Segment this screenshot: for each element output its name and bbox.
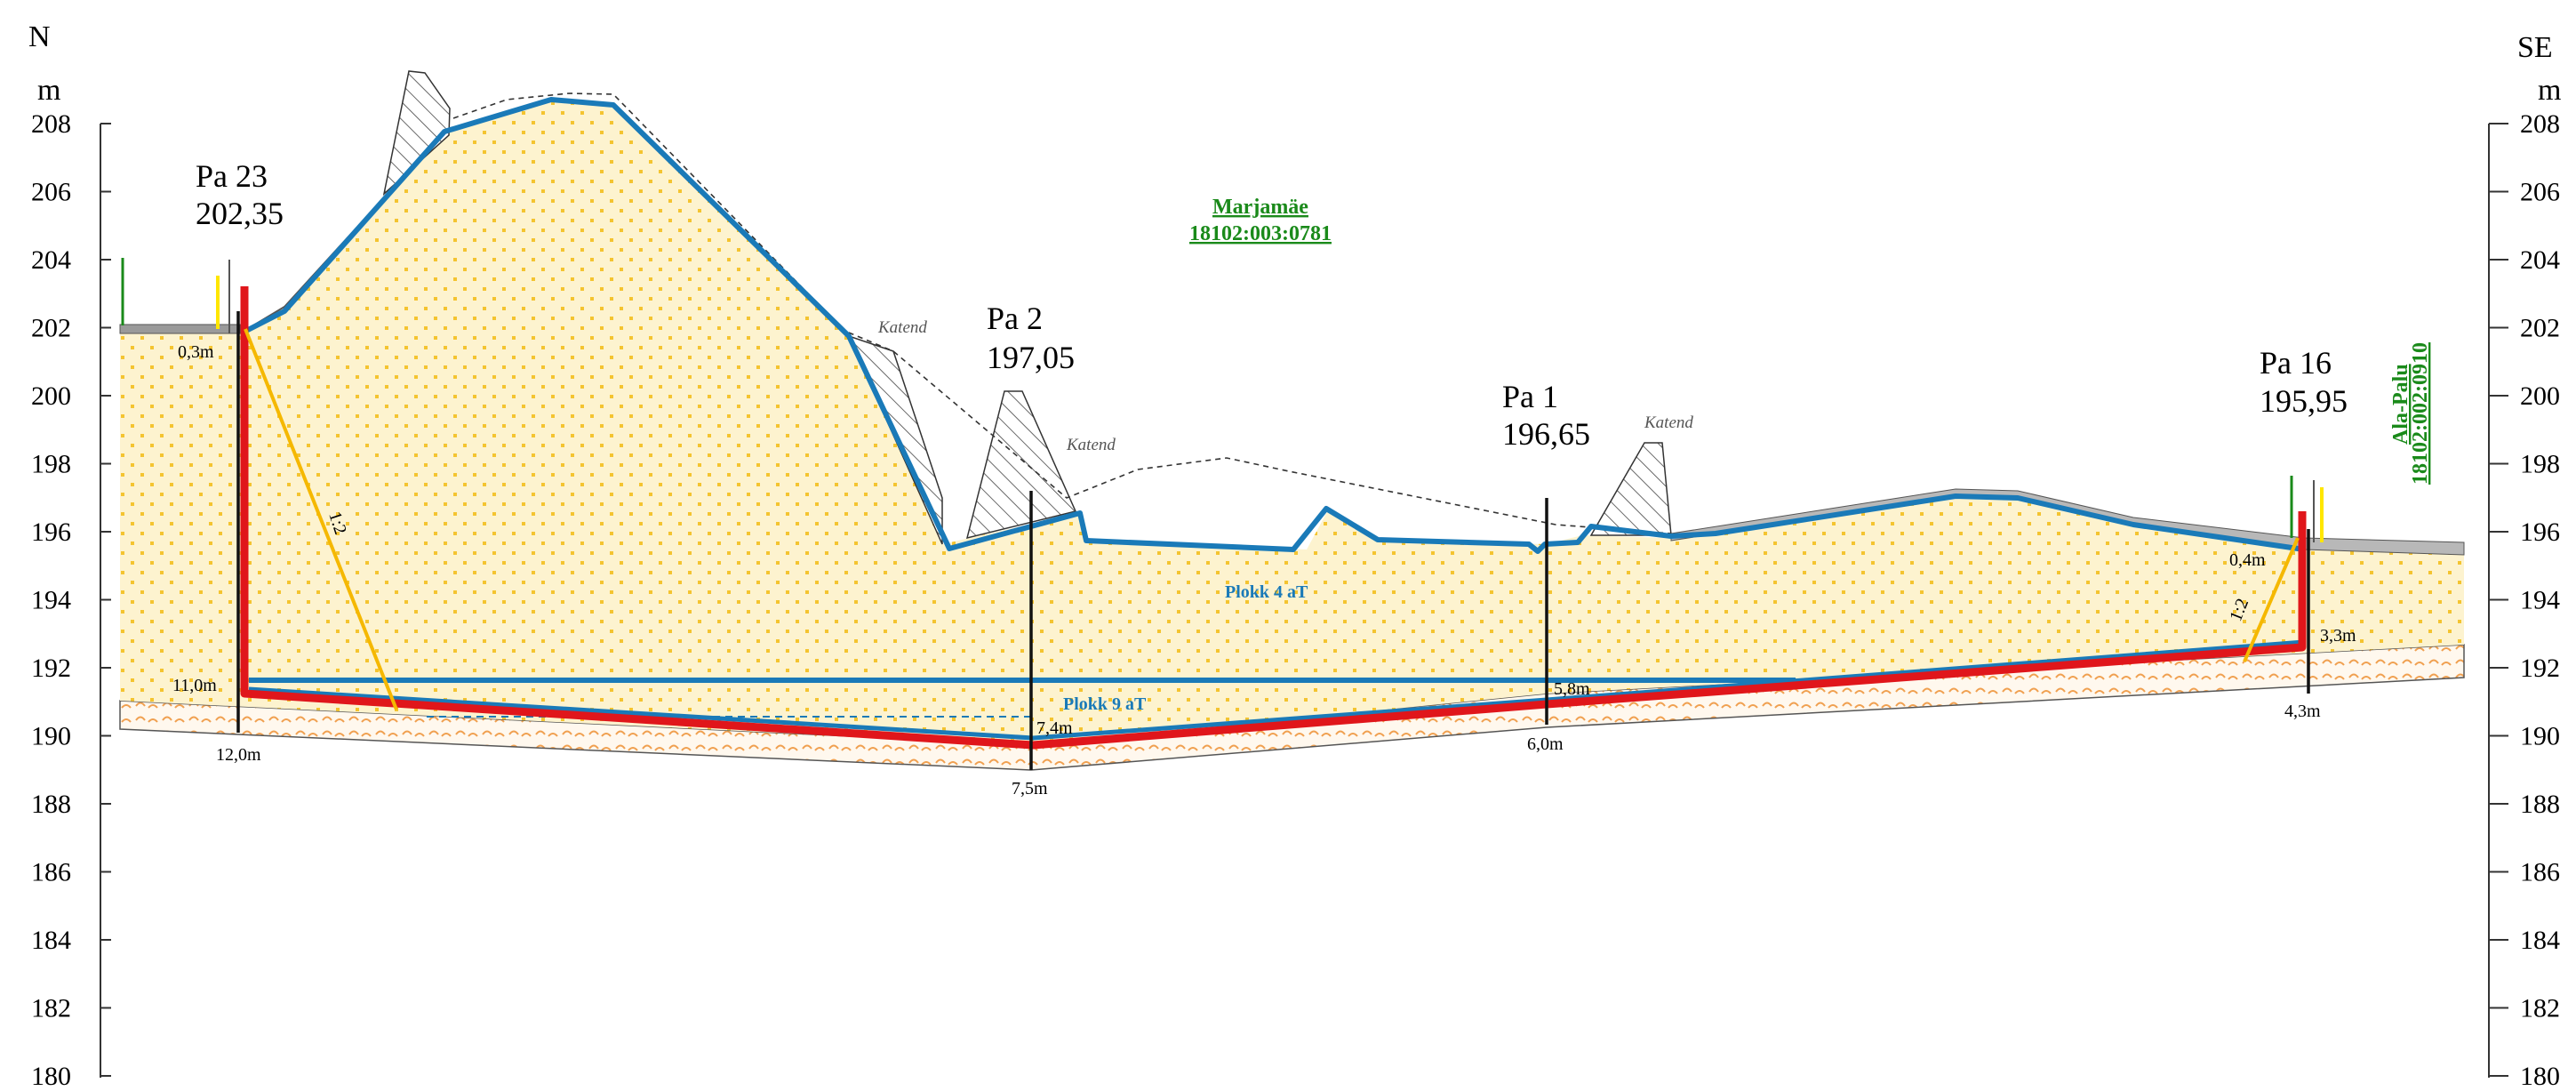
parcel-marjamae-name: Marjamäe bbox=[1212, 196, 1308, 219]
slope-line-right bbox=[2243, 537, 2300, 662]
parcel-alapalu-code: 18102:002:0910 bbox=[2409, 342, 2432, 485]
left-tick-label: 206 bbox=[31, 178, 71, 207]
right-tick-label: 194 bbox=[2520, 586, 2560, 615]
depth-pa2-bottom: 7,5m bbox=[1012, 779, 1048, 798]
slope-line-left bbox=[244, 328, 398, 710]
right-tick-label: 208 bbox=[2520, 109, 2560, 139]
right-tick-label: 192 bbox=[2520, 654, 2560, 683]
depth-pa16-bottom: 4,3m bbox=[2284, 702, 2321, 721]
katend-label-2: Katend bbox=[1066, 436, 1116, 454]
right-direction-label: SE bbox=[2517, 31, 2553, 64]
katend-label-3: Katend bbox=[1644, 413, 1693, 432]
left-tick-label: 184 bbox=[31, 926, 71, 955]
well-pa1-elevation: 196,65 bbox=[1502, 416, 1590, 452]
right-tick-label: 186 bbox=[2520, 858, 2560, 887]
well-pa16-elevation: 195,95 bbox=[2260, 383, 2348, 419]
original-ground-dashed bbox=[452, 92, 1672, 534]
left-tick-label: 196 bbox=[31, 517, 71, 547]
sand-fill-area bbox=[120, 100, 2464, 745]
well-pa1-name: Pa 1 bbox=[1502, 379, 1558, 414]
well-pa23-name: Pa 23 bbox=[196, 158, 268, 194]
left-elevation-axis: N m 208 206 204 202 200 198 196 194 192 190 188 186… bbox=[28, 20, 111, 1091]
left-tick-label: 194 bbox=[31, 586, 71, 615]
right-tick-label: 196 bbox=[2520, 517, 2560, 547]
depth-pa23-mid: 11,0m bbox=[172, 676, 217, 695]
left-tick-label: 188 bbox=[31, 790, 71, 819]
right-tick-label: 202 bbox=[2520, 314, 2560, 343]
right-tick-label: 182 bbox=[2520, 994, 2560, 1023]
katend-pile-3 bbox=[1589, 442, 1672, 536]
block-9-label: Plokk 9 aT bbox=[1063, 694, 1147, 714]
well-pa2-name: Pa 2 bbox=[987, 301, 1043, 336]
left-unit-label: m bbox=[37, 74, 60, 107]
depth-pa23-bottom: 12,0m bbox=[216, 745, 261, 765]
left-tick-label: 198 bbox=[31, 450, 71, 479]
well-pa2-elevation: 197,05 bbox=[987, 340, 1075, 375]
katend-pile-2 bbox=[965, 390, 1077, 540]
left-tick-label: 208 bbox=[31, 109, 71, 139]
depth-pa1-bottom: 6,0m bbox=[1527, 734, 1564, 754]
katend-label-1: Katend bbox=[877, 318, 927, 337]
right-tick-label: 180 bbox=[2520, 1062, 2560, 1091]
depth-pa16-top: 0,4m bbox=[2229, 550, 2266, 570]
depth-pa1-mid: 5,8m bbox=[1554, 679, 1590, 699]
right-tick-label: 198 bbox=[2520, 450, 2560, 479]
right-tick-label: 200 bbox=[2520, 381, 2560, 411]
blue-bottom-line bbox=[248, 639, 2305, 741]
right-unit-label: m bbox=[2538, 74, 2561, 107]
well-pa23-elevation: 202,35 bbox=[196, 196, 284, 231]
parcel-alapalu-name: Ala-Palu bbox=[2389, 364, 2412, 445]
block-4-label: Plokk 4 aT bbox=[1225, 582, 1308, 602]
katend-pile-top bbox=[382, 70, 451, 197]
left-tick-label: 186 bbox=[31, 858, 71, 887]
left-tick-label: 192 bbox=[31, 654, 71, 683]
left-tick-label: 180 bbox=[31, 1062, 71, 1091]
left-tick-label: 182 bbox=[31, 994, 71, 1023]
right-tick-label: 190 bbox=[2520, 722, 2560, 751]
red-liner bbox=[240, 286, 2307, 750]
topsoil-left bbox=[119, 324, 241, 334]
depth-pa2-mid: 7,4m bbox=[1036, 718, 1073, 738]
left-tick-label: 200 bbox=[31, 381, 71, 411]
excavation-contour bbox=[243, 97, 2305, 554]
right-tick-label: 184 bbox=[2520, 926, 2560, 955]
well-pa16-name: Pa 16 bbox=[2260, 345, 2332, 381]
right-tick-label: 206 bbox=[2520, 178, 2560, 207]
left-tick-label: 204 bbox=[31, 245, 71, 275]
right-tick-label: 188 bbox=[2520, 790, 2560, 819]
parcel-marjamae-code: 18102:003:0781 bbox=[1189, 222, 1332, 245]
right-elevation-axis: SE m 208 206 204 202 200 198 196 194 192 190 188 18… bbox=[2488, 31, 2561, 1091]
depth-pa23-top: 0,3m bbox=[178, 342, 214, 362]
right-tick-label: 204 bbox=[2520, 245, 2560, 275]
left-tick-label: 190 bbox=[31, 722, 71, 751]
left-direction-label: N bbox=[28, 20, 51, 53]
left-tick-label: 202 bbox=[31, 314, 71, 343]
depth-pa16-mid: 3,3m bbox=[2320, 626, 2356, 646]
